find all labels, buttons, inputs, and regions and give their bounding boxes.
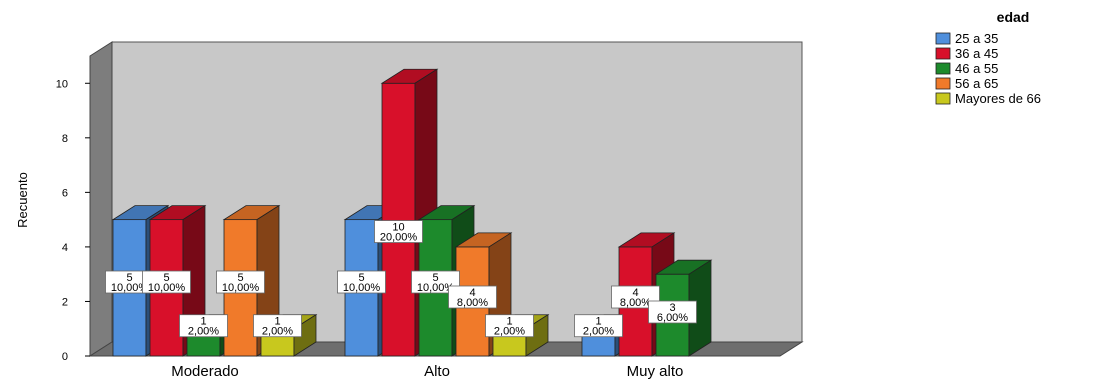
legend-label: 56 a 65 xyxy=(955,76,998,91)
legend-title: edad xyxy=(997,9,1030,25)
legend-label: 25 a 35 xyxy=(955,31,998,46)
legend-item: 46 a 55 xyxy=(935,61,998,76)
left-wall xyxy=(89,41,113,357)
legend-item: 25 a 35 xyxy=(935,31,998,46)
legend-swatch xyxy=(935,62,951,75)
data-label: 36,00% xyxy=(648,300,697,324)
x-category-label: Muy alto xyxy=(627,363,684,380)
data-label: 510,00% xyxy=(411,270,460,294)
y-tick-label: 10 xyxy=(56,78,68,90)
data-label-count: 5 xyxy=(432,272,438,284)
data-label-percent: 8,00% xyxy=(620,297,651,309)
data-label-count: 5 xyxy=(237,272,243,284)
legend-label: 46 a 55 xyxy=(955,61,998,76)
data-label-box xyxy=(648,300,697,324)
legend-label: 36 a 45 xyxy=(955,46,998,61)
data-label: 510,00% xyxy=(216,270,265,294)
x-axis: Moderado Alto Muy alto xyxy=(171,363,683,380)
legend-swatch xyxy=(935,77,951,90)
data-labels-layer: 510,00%510,00%12,00%510,00%12,00%510,00%… xyxy=(105,220,697,338)
legend-swatch xyxy=(935,32,951,45)
data-label-box xyxy=(216,270,265,294)
data-label: 12,00% xyxy=(253,314,302,338)
y-axis: 0 2 4 6 8 10 xyxy=(56,78,90,363)
x-category-label: Moderado xyxy=(171,363,239,380)
data-label-count: 1 xyxy=(595,316,601,328)
legend-item: Mayores de 66 xyxy=(935,91,1041,106)
data-label: 510,00% xyxy=(337,270,386,294)
data-label-box xyxy=(574,314,623,338)
legend-swatch xyxy=(935,92,951,105)
data-label-box xyxy=(253,314,302,338)
data-label-percent: 8,00% xyxy=(457,297,488,309)
data-label: 12,00% xyxy=(179,314,228,338)
data-label: 48,00% xyxy=(448,285,497,309)
data-label-percent: 2,00% xyxy=(262,326,293,338)
bar-side xyxy=(525,313,549,357)
data-label-box xyxy=(611,285,660,309)
data-label-percent: 6,00% xyxy=(657,312,688,324)
data-label-count: 4 xyxy=(632,287,638,299)
bar-side xyxy=(688,259,712,357)
data-label-box xyxy=(179,314,228,338)
legend-item: 36 a 45 xyxy=(935,46,998,61)
legend-swatch xyxy=(935,47,951,60)
data-label: 48,00% xyxy=(611,285,660,309)
data-label-percent: 10,00% xyxy=(111,282,149,294)
data-label-count: 5 xyxy=(126,272,132,284)
bar-front xyxy=(381,82,416,357)
data-label: 510,00% xyxy=(105,270,154,294)
data-label-count: 1 xyxy=(200,316,206,328)
y-tick-label: 0 xyxy=(62,351,68,363)
data-label: 12,00% xyxy=(574,314,623,338)
y-tick-label: 4 xyxy=(62,242,68,254)
data-label: 510,00% xyxy=(142,270,191,294)
data-label-count: 5 xyxy=(163,272,169,284)
data-label-percent: 10,00% xyxy=(222,282,260,294)
data-label-count: 10 xyxy=(392,222,404,234)
data-label-box xyxy=(485,314,534,338)
data-label-count: 4 xyxy=(469,287,475,299)
legend-label: Mayores de 66 xyxy=(955,91,1041,106)
data-label-count: 1 xyxy=(506,316,512,328)
bar-side xyxy=(293,313,317,357)
data-label-count: 1 xyxy=(274,316,280,328)
data-label-box xyxy=(337,270,386,294)
data-label-percent: 2,00% xyxy=(583,326,614,338)
data-label: 12,00% xyxy=(485,314,534,338)
x-category-label: Alto xyxy=(424,363,450,380)
data-label-percent: 2,00% xyxy=(188,326,219,338)
data-label-box xyxy=(142,270,191,294)
data-label-count: 3 xyxy=(669,302,675,314)
data-label-percent: 10,00% xyxy=(148,282,186,294)
data-label-percent: 2,00% xyxy=(494,326,525,338)
y-tick-label: 2 xyxy=(62,296,68,308)
data-label-box xyxy=(374,220,423,243)
y-tick-label: 8 xyxy=(62,133,68,145)
data-label-box xyxy=(411,270,460,294)
data-label-percent: 10,00% xyxy=(343,282,381,294)
y-axis-label: Recuento xyxy=(15,172,30,228)
data-label-percent: 10,00% xyxy=(417,282,455,294)
legend-item: 56 a 65 xyxy=(935,76,998,91)
data-label-box xyxy=(448,285,497,309)
data-label-percent: 20,00% xyxy=(380,232,418,244)
y-tick-label: 6 xyxy=(62,187,68,199)
data-label-count: 5 xyxy=(358,272,364,284)
